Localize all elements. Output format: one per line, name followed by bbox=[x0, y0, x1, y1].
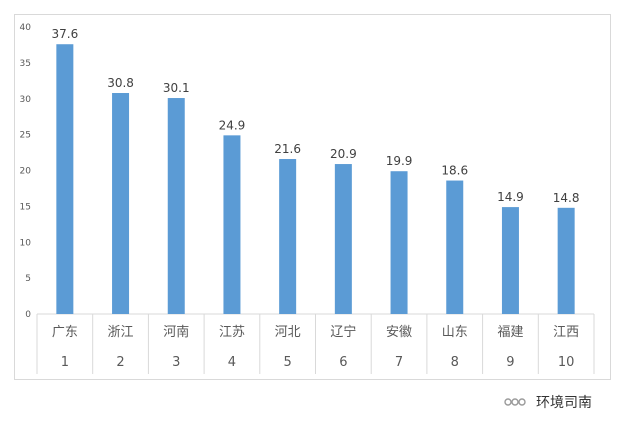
y-tick-label: 0 bbox=[25, 310, 31, 320]
category-label: 福建 bbox=[497, 325, 523, 340]
category-label: 河北 bbox=[275, 325, 301, 340]
category-label: 安徽 bbox=[386, 325, 412, 340]
category-label: 辽宁 bbox=[330, 324, 356, 340]
rank-label: 5 bbox=[284, 355, 292, 370]
rank-label: 9 bbox=[506, 355, 514, 370]
data-label: 14.8 bbox=[553, 191, 580, 205]
data-label: 30.8 bbox=[107, 76, 134, 90]
wechat-icon bbox=[504, 398, 526, 406]
rank-label: 7 bbox=[395, 355, 403, 370]
data-label: 19.9 bbox=[386, 154, 413, 168]
data-label: 24.9 bbox=[219, 118, 246, 132]
bar-4 bbox=[223, 135, 241, 314]
bar-7 bbox=[390, 171, 408, 314]
y-tick-label: 10 bbox=[20, 238, 32, 248]
category-label: 江苏 bbox=[219, 324, 245, 340]
bar-8 bbox=[446, 180, 464, 314]
y-tick-label: 40 bbox=[20, 23, 32, 33]
y-tick-label: 25 bbox=[20, 131, 31, 141]
data-label: 18.6 bbox=[441, 164, 468, 178]
rank-label: 3 bbox=[172, 355, 180, 370]
category-label: 河南 bbox=[163, 324, 189, 340]
bar-9 bbox=[501, 207, 519, 314]
rank-label: 10 bbox=[558, 355, 575, 370]
y-tick-label: 35 bbox=[20, 59, 31, 69]
category-label: 江西 bbox=[553, 325, 579, 340]
data-label: 37.6 bbox=[51, 27, 78, 41]
data-label: 21.6 bbox=[274, 142, 301, 156]
y-tick-label: 5 bbox=[25, 274, 31, 284]
bar-1 bbox=[56, 44, 74, 314]
category-label: 广东 bbox=[52, 325, 78, 340]
watermark-text: 环境司南 bbox=[536, 395, 592, 411]
bar-3 bbox=[167, 98, 185, 314]
data-label: 20.9 bbox=[330, 147, 357, 161]
bar-5 bbox=[279, 159, 297, 314]
y-tick-label: 30 bbox=[20, 95, 32, 105]
y-tick-label: 15 bbox=[20, 202, 31, 212]
data-label: 30.1 bbox=[163, 81, 190, 95]
data-label: 14.9 bbox=[497, 190, 524, 204]
rank-label: 2 bbox=[116, 355, 124, 370]
bar-2 bbox=[112, 93, 130, 314]
rank-label: 8 bbox=[451, 355, 459, 370]
bar-6 bbox=[334, 164, 352, 314]
category-label: 浙江 bbox=[108, 325, 134, 340]
bar-10 bbox=[557, 207, 575, 314]
watermark: 环境司南 bbox=[500, 392, 592, 412]
rank-label: 4 bbox=[228, 355, 236, 370]
rank-label: 1 bbox=[61, 355, 69, 370]
category-label: 山东 bbox=[442, 325, 468, 340]
y-tick-label: 20 bbox=[20, 167, 32, 177]
rank-label: 6 bbox=[339, 355, 347, 370]
